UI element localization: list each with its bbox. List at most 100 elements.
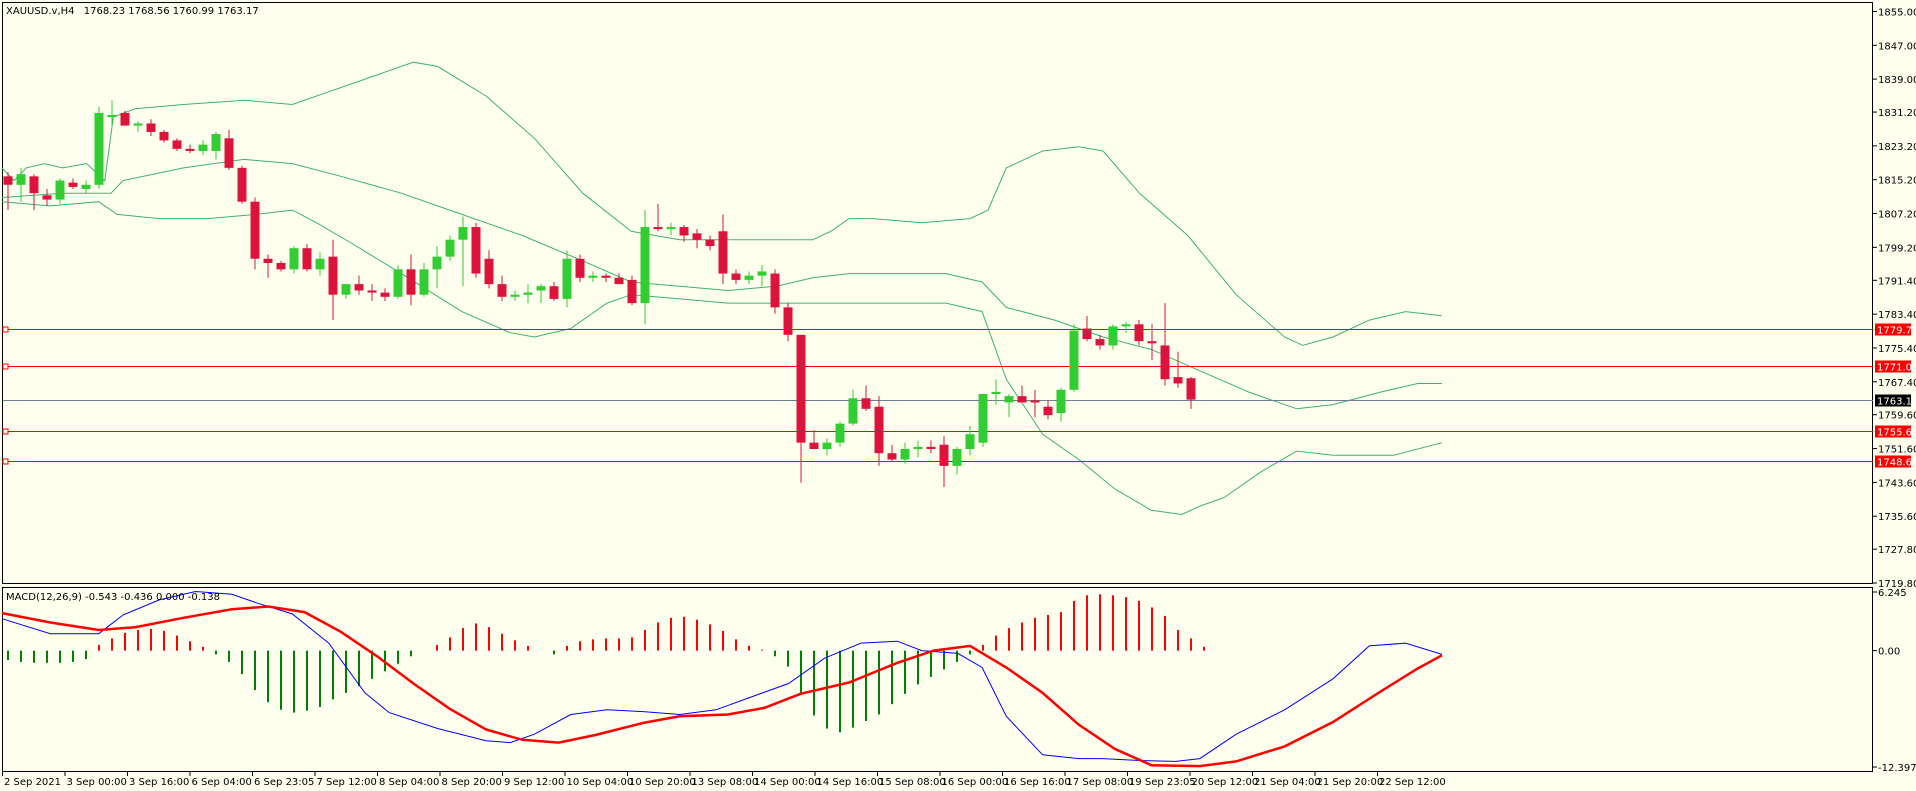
candle-body-53 [679, 227, 689, 236]
candle-18 [224, 129, 234, 170]
price-tick-label-2: 1847.00 [1878, 41, 1916, 52]
candle-4 [42, 189, 52, 206]
time-tick-label-22: 21 Sep 20:00 [1317, 777, 1384, 788]
candle-body-16 [198, 144, 208, 151]
candle-body-84 [1082, 328, 1092, 340]
level-price-tag-1 [1875, 323, 1911, 336]
macd-tick-label-1: 6.245 [1878, 588, 1907, 599]
price-panel[interactable]: 1779.77 1771.07 1755.66 1748.65 1763.17 1855… [1, 2, 1916, 591]
candle-body-60 [770, 273, 780, 308]
candle-body-9 [107, 115, 117, 118]
price-tick-label-1: 1855.00 [1878, 7, 1916, 18]
candle-1 [3, 172, 13, 211]
macd-panel-frame [2, 587, 1873, 772]
candle-body-17 [211, 134, 221, 151]
time-tick-label-18: 17 Sep 08:00 [1067, 777, 1134, 788]
candle-89 [1147, 324, 1157, 361]
candle-body-25 [315, 258, 325, 270]
time-tick-label-20: 20 Sep 12:00 [1192, 777, 1259, 788]
macd-signal-line [1, 605, 1443, 768]
candle-23 [289, 246, 299, 274]
level-price-label-2: 1771.07 [1877, 363, 1916, 374]
macd-header: MACD(12,26,9) -0.543 -0.436 0.000 -0.138 [6, 592, 220, 603]
candle-body-26 [328, 256, 338, 295]
candle-92 [1186, 376, 1196, 409]
candle-body-77 [991, 391, 1001, 395]
candle-body-85 [1095, 339, 1105, 346]
level-price-label-3: 1755.66 [1877, 428, 1916, 439]
candle-58 [744, 271, 754, 285]
candle-body-35 [445, 239, 455, 257]
candle-body-19 [237, 167, 247, 202]
level-price-label-4: 1748.65 [1877, 458, 1916, 469]
candle-32 [406, 254, 416, 306]
candle-body-30 [380, 292, 390, 297]
candle-body-67 [861, 398, 871, 409]
candle-61 [783, 303, 793, 342]
candle-body-41 [523, 292, 533, 295]
candle-body-36 [458, 227, 468, 240]
bollinger-middle-band [1, 158, 1442, 410]
candle-86 [1108, 324, 1118, 350]
candle-22 [276, 260, 286, 272]
candle-body-92 [1186, 378, 1196, 400]
candle-36 [458, 216, 468, 287]
level-handle-2 [2, 363, 9, 370]
time-tick-label-12: 13 Sep 08:00 [692, 777, 759, 788]
price-tick-label-6: 1815.20 [1878, 176, 1916, 187]
candle-body-54 [692, 233, 702, 240]
price-tick-label-12: 1767.40 [1878, 378, 1916, 389]
candle-46 [588, 271, 598, 283]
price-panel-frame [2, 2, 1873, 584]
candle-body-31 [393, 269, 403, 297]
price-tick-label-11: 1775.40 [1878, 344, 1916, 355]
macd-panel[interactable]: 6.245 0.00 -12.397 [1, 587, 1916, 775]
candle-24 [302, 243, 312, 272]
candle-body-48 [614, 277, 624, 285]
level-price-label-1: 1779.77 [1877, 326, 1916, 337]
price-tick-label-3: 1839.00 [1878, 75, 1916, 86]
candle-body-22 [276, 262, 286, 270]
candle-body-72 [926, 446, 936, 449]
time-tick-label-5: 6 Sep 23:05 [254, 777, 314, 788]
candle-body-24 [302, 248, 312, 270]
candle-body-62 [796, 334, 806, 443]
time-tick-label-6: 7 Sep 12:00 [317, 777, 377, 788]
candle-body-61 [783, 307, 793, 335]
price-tick-label-4: 1831.20 [1878, 108, 1916, 119]
time-tick-label-15: 15 Sep 08:00 [879, 777, 946, 788]
candle-body-18 [224, 138, 234, 168]
candle-16 [198, 140, 208, 156]
candle-body-70 [900, 448, 910, 460]
candle-body-63 [809, 442, 819, 449]
candle-body-66 [848, 398, 858, 424]
candle-75 [965, 425, 975, 456]
candle-body-6 [68, 182, 78, 187]
candle-87 [1121, 322, 1131, 333]
candle-6 [68, 178, 78, 190]
candle-53 [679, 224, 689, 242]
candle-30 [380, 288, 390, 302]
candle-55 [705, 235, 715, 251]
candle-body-89 [1147, 341, 1157, 344]
candle-27 [341, 284, 351, 299]
candle-67 [861, 385, 871, 411]
candle-48 [614, 273, 624, 285]
candle-70 [900, 442, 910, 464]
candle-44 [562, 250, 572, 308]
candle-7 [81, 180, 91, 194]
current-price-tag [1875, 394, 1911, 407]
candle-49 [627, 275, 637, 306]
candle-body-57 [731, 273, 741, 280]
candle-57 [731, 269, 741, 285]
candle-78 [1004, 394, 1014, 418]
candle-body-82 [1056, 389, 1066, 414]
candle-body-20 [250, 201, 260, 259]
candle-body-90 [1160, 345, 1170, 380]
time-tick-label-4: 6 Sep 04:00 [192, 777, 252, 788]
candle-body-71 [913, 446, 923, 449]
candle-60 [770, 269, 780, 314]
